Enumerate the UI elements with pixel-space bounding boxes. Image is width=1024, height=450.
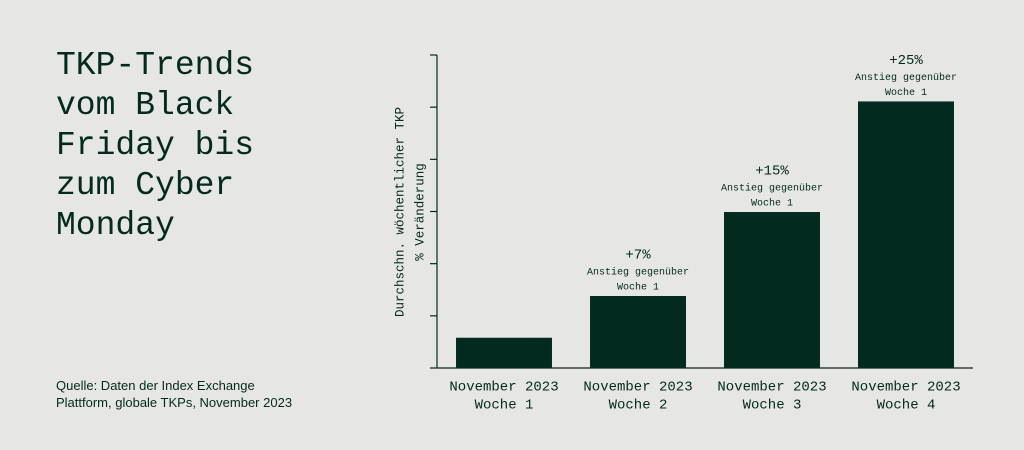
bar (858, 101, 954, 368)
bar (724, 212, 820, 368)
x-tick-label: November 2023 (449, 380, 558, 396)
annotation-text: Woche 1 (751, 198, 793, 210)
bar (456, 337, 552, 368)
annotation-text: Woche 1 (617, 282, 659, 294)
source-note: Quelle: Daten der Index Exchange Plattfo… (56, 378, 293, 410)
annotation-text: Woche 1 (885, 87, 927, 99)
x-tick-label: Woche 3 (743, 398, 802, 414)
x-tick-label: Woche 2 (609, 398, 668, 414)
x-tick-label: November 2023 (583, 380, 692, 396)
x-tick-label: Woche 4 (877, 398, 936, 414)
annotation-text: Anstieg gegenüber (721, 183, 823, 195)
annotation-value: +25% (889, 53, 923, 69)
x-tick-label: Woche 1 (475, 398, 534, 414)
annotation-value: +15% (755, 164, 789, 180)
y-axis-label: Durchschn. wöchentlicher TKP (393, 107, 407, 317)
annotation-text: Anstieg gegenüber (587, 267, 689, 279)
annotation-value: +7% (625, 248, 651, 264)
bar (590, 296, 686, 368)
chart-title: TKP-Trends vom Black Friday bis zum Cybe… (56, 47, 255, 244)
annotation-text: Anstieg gegenüber (855, 72, 957, 84)
x-tick-label: November 2023 (717, 380, 826, 396)
y-axis-label: % Veränderung (413, 163, 427, 261)
x-tick-label: November 2023 (851, 380, 960, 396)
